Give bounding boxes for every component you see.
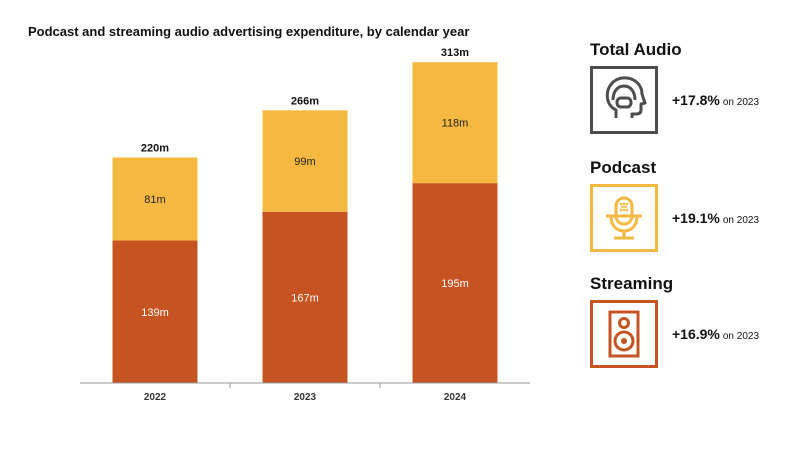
panel-total-audio: Total Audio +17.8% on 2023 <box>590 40 759 134</box>
data-label-2023-1: 99m <box>294 156 315 168</box>
total-label-2024: 313m <box>441 47 469 59</box>
data-label-2024-0: 195m <box>441 278 469 290</box>
change-podcast: +19.1% on 2023 <box>672 210 760 226</box>
panel-podcast: Podcast +19.1% on 2023 <box>590 158 759 252</box>
data-label-2022-1: 81m <box>144 194 165 206</box>
x-tick-label-2022: 2022 <box>144 392 167 403</box>
total-label-2022: 220m <box>141 143 169 155</box>
data-label-2024-1: 118m <box>442 118 469 130</box>
bar-segment-2024-0 <box>412 183 498 383</box>
bar-segment-2023-1 <box>262 110 348 212</box>
bar-segment-2022-1 <box>112 157 198 241</box>
bar-segment-2024-1 <box>412 62 498 184</box>
head-headphones-icon <box>590 66 658 134</box>
speaker-icon <box>590 300 658 368</box>
change-total-audio: +17.8% on 2023 <box>672 92 760 108</box>
panel-streaming: Streaming +16.9% on 2023 <box>590 274 759 368</box>
data-label-2022-0: 139m <box>141 307 169 319</box>
chart-title: Podcast and streaming audio advertising … <box>28 24 470 39</box>
data-label-2023-0: 167m <box>291 292 319 304</box>
x-tick-label-2024: 2024 <box>444 392 467 403</box>
microphone-icon <box>590 184 658 252</box>
bar-segment-2023-0 <box>262 211 348 383</box>
stacked-bar-chart: 139m 81m 220m 2022 167m 99m 266m 2023 195m 118m 31… <box>80 47 530 403</box>
total-label-2023: 266m <box>291 95 319 107</box>
panel-title-total-audio: Total Audio <box>590 40 682 59</box>
panel-title-podcast: Podcast <box>590 158 657 177</box>
x-tick-label-2023: 2023 <box>294 392 317 403</box>
panel-title-streaming: Streaming <box>590 274 674 293</box>
change-streaming: +16.9% on 2023 <box>672 326 760 342</box>
bar-segment-2022-0 <box>112 240 198 383</box>
